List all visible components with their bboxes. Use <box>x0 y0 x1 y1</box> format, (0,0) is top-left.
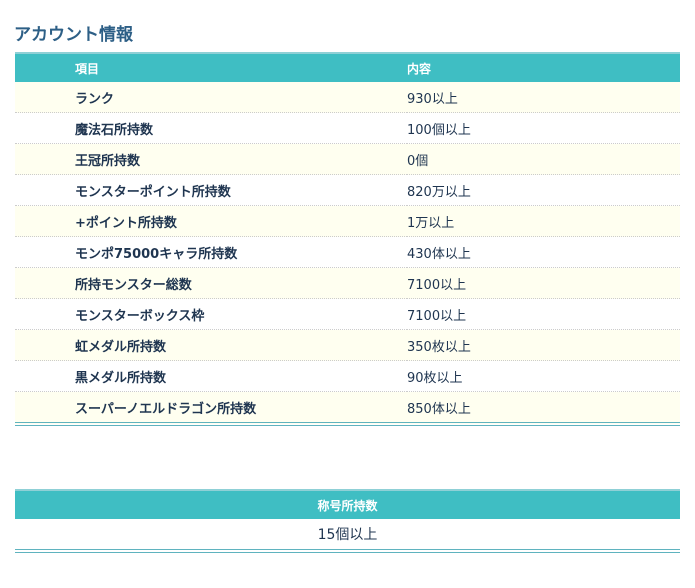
table-row: モンスターポイント所持数 820万以上 <box>15 174 680 206</box>
row-label: 黒メダル所持数 <box>15 360 407 392</box>
row-value: 90枚以上 <box>407 360 680 392</box>
header-content: 内容 <box>407 53 680 82</box>
row-label: 王冠所持数 <box>15 143 407 175</box>
row-label: ランク <box>15 82 407 113</box>
row-value: 7100以上 <box>407 267 680 299</box>
table-row: 黒メダル所持数 90枚以上 <box>15 360 680 392</box>
table-header: 項目 内容 <box>15 53 680 82</box>
table-row: モンスターボックス枠 7100以上 <box>15 298 680 330</box>
table-row: モンポ75000キャラ所持数 430体以上 <box>15 236 680 268</box>
table-row: 所持モンスター総数 7100以上 <box>15 267 680 299</box>
row-label: 所持モンスター総数 <box>15 267 407 299</box>
row-value: 850体以上 <box>407 391 680 425</box>
table-row: 王冠所持数 0個 <box>15 143 680 175</box>
table-row: 虹メダル所持数 350枚以上 <box>15 329 680 361</box>
table-row: 魔法石所持数 100個以上 <box>15 112 680 144</box>
table-row: ランク 930以上 <box>15 82 680 113</box>
row-value: 7100以上 <box>407 298 680 330</box>
row-value: 430体以上 <box>407 236 680 268</box>
row-label: 魔法石所持数 <box>15 112 407 144</box>
row-label: 虹メダル所持数 <box>15 329 407 361</box>
row-label: モンポ75000キャラ所持数 <box>15 236 407 268</box>
row-label: モンスターポイント所持数 <box>15 174 407 206</box>
page-title: アカウント情報 <box>14 25 133 45</box>
row-value: 100個以上 <box>407 112 680 144</box>
titles-header: 称号所持数 <box>15 490 680 519</box>
row-value: 1万以上 <box>407 205 680 237</box>
row-value: 820万以上 <box>407 174 680 206</box>
row-label: モンスターボックス枠 <box>15 298 407 330</box>
header-item: 項目 <box>15 53 407 82</box>
row-value: 350枚以上 <box>407 329 680 361</box>
account-info-table: 項目 内容 ランク 930以上 魔法石所持数 100個以上 王冠所持数 0個 モンスターポイ… <box>15 52 680 426</box>
row-label: スーパーノエルドラゴン所持数 <box>15 391 407 425</box>
titles-value: 15個以上 <box>317 527 378 543</box>
row-label: +ポイント所持数 <box>15 205 407 237</box>
row-value: 930以上 <box>407 82 680 113</box>
titles-table: 称号所持数 15個以上 <box>15 489 680 553</box>
row-value: 0個 <box>407 143 680 175</box>
table-row: スーパーノエルドラゴン所持数 850体以上 <box>15 391 680 425</box>
table-row: +ポイント所持数 1万以上 <box>15 205 680 237</box>
